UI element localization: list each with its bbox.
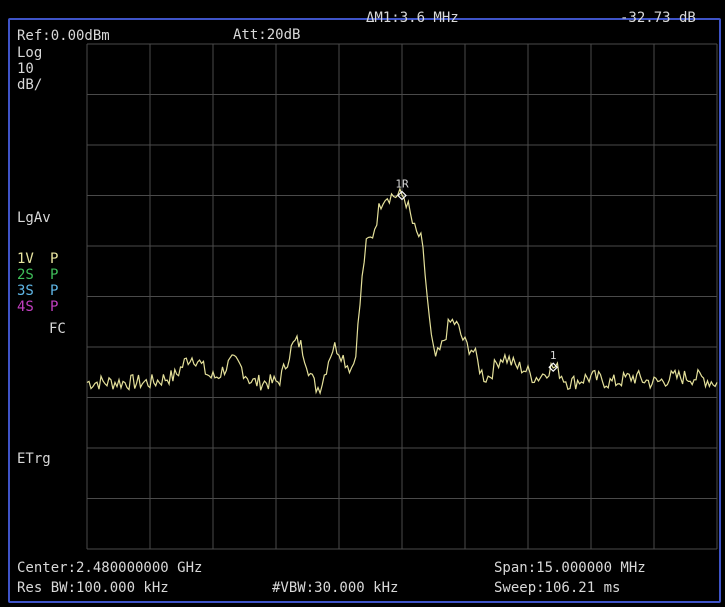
trace-2-label: 2S: [17, 267, 34, 283]
marker-label: 1: [550, 349, 557, 362]
screen-bezel: [8, 18, 721, 603]
ref-level-readout: Ref:0.00dBm: [17, 28, 110, 44]
sweep-readout: Sweep:106.21 ms: [494, 580, 621, 596]
scale-value-label: 10: [17, 61, 34, 77]
span-readout: Span:15.000000 MHz: [494, 560, 646, 576]
detector-label: LgAv: [17, 210, 51, 226]
scale-type-label: Log: [17, 45, 43, 61]
trace-3-label: 3S: [17, 283, 34, 299]
trigger-label: ETrg: [17, 451, 51, 467]
trace-1-label: 1V: [17, 251, 34, 267]
attenuation-readout: Att:20dB: [233, 27, 301, 43]
trace-2-mode: P: [50, 267, 59, 283]
scale-unit-label: dB/: [17, 77, 43, 93]
trace-4-label: 4S: [17, 299, 34, 315]
delta-value-readout: -32.73 dB: [620, 10, 696, 26]
trace-4-mode: P: [50, 299, 59, 315]
center-frequency-readout: Center:2.480000000 GHz: [17, 560, 203, 576]
res-bw-readout: Res BW:100.000 kHz: [17, 580, 169, 596]
vbw-readout: #VBW:30.000 kHz: [272, 580, 399, 596]
trace-3-mode: P: [50, 283, 59, 299]
marker-diamond: [548, 362, 559, 373]
marker-diamond: [397, 190, 407, 201]
delta-marker-readout: ΔM1:3.6 MHz: [366, 10, 459, 26]
marker-label: 1R: [395, 178, 409, 191]
trace-1-mode: P: [50, 251, 59, 267]
fc-label: FC: [49, 321, 66, 337]
spectrum-trace: [86, 187, 718, 396]
